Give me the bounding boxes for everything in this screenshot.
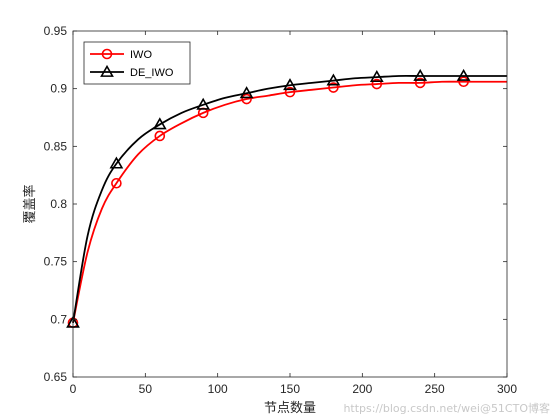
data-point-marker: [283, 78, 297, 91]
legend-entry: IWO: [90, 48, 152, 61]
x-tick-label: 0: [70, 382, 77, 396]
legend-label: IWO: [130, 49, 152, 61]
data-point-marker: [414, 77, 426, 89]
data-point-marker: [196, 97, 211, 110]
y-tick-label: 0.85: [44, 139, 68, 153]
data-point-marker: [369, 70, 384, 83]
x-tick-label: 150: [280, 382, 300, 396]
y-tick-label: 0.8: [50, 197, 67, 211]
series-line: [72, 80, 507, 323]
legend-marker: [101, 48, 113, 60]
data-point-marker: [111, 177, 122, 189]
y-tick-label: 0.75: [44, 255, 68, 269]
series-de-iwo: [66, 68, 507, 328]
series-line: [72, 74, 507, 323]
legend: IWO DE_IWO: [83, 41, 191, 85]
data-point-marker: [241, 93, 252, 105]
legend-label: DE_IWO: [130, 67, 174, 79]
x-tick-label: 100: [208, 382, 228, 396]
data-point-marker: [458, 76, 469, 88]
watermark: https://blog.csdn.net/wei@51CTO博客: [343, 402, 550, 415]
data-point-marker: [326, 73, 341, 86]
x-tick-label: 50: [139, 382, 153, 396]
data-point-marker: [239, 86, 254, 99]
data-point-marker: [413, 68, 428, 81]
y-tick-label: 0.7: [50, 312, 67, 326]
x-tick-label: 300: [497, 382, 517, 396]
data-point-marker: [152, 117, 167, 130]
y-tick-label: 0.9: [50, 82, 67, 96]
y-tick-label: 0.95: [44, 24, 68, 38]
x-tick-label: 250: [425, 382, 445, 396]
legend-marker: [100, 64, 114, 77]
y-tick-label: 0.65: [44, 370, 68, 384]
legend-entry: DE_IWO: [90, 64, 174, 79]
data-point-marker: [154, 130, 166, 142]
x-axis-label: 节点数量: [264, 401, 316, 416]
x-tick-label: 200: [352, 382, 372, 396]
data-point-marker: [284, 86, 296, 98]
data-point-marker: [456, 68, 471, 81]
data-point-marker: [109, 156, 124, 169]
tick-labels: 0 50 100 150 200 250 300 0.65 0.7 0.75 0.8 0.85 0.9 0…: [44, 24, 518, 396]
y-axis-label: 覆盖率: [22, 184, 38, 223]
data-point-marker: [371, 78, 383, 90]
legend-box: [83, 41, 191, 85]
data-point-marker: [328, 82, 339, 93]
